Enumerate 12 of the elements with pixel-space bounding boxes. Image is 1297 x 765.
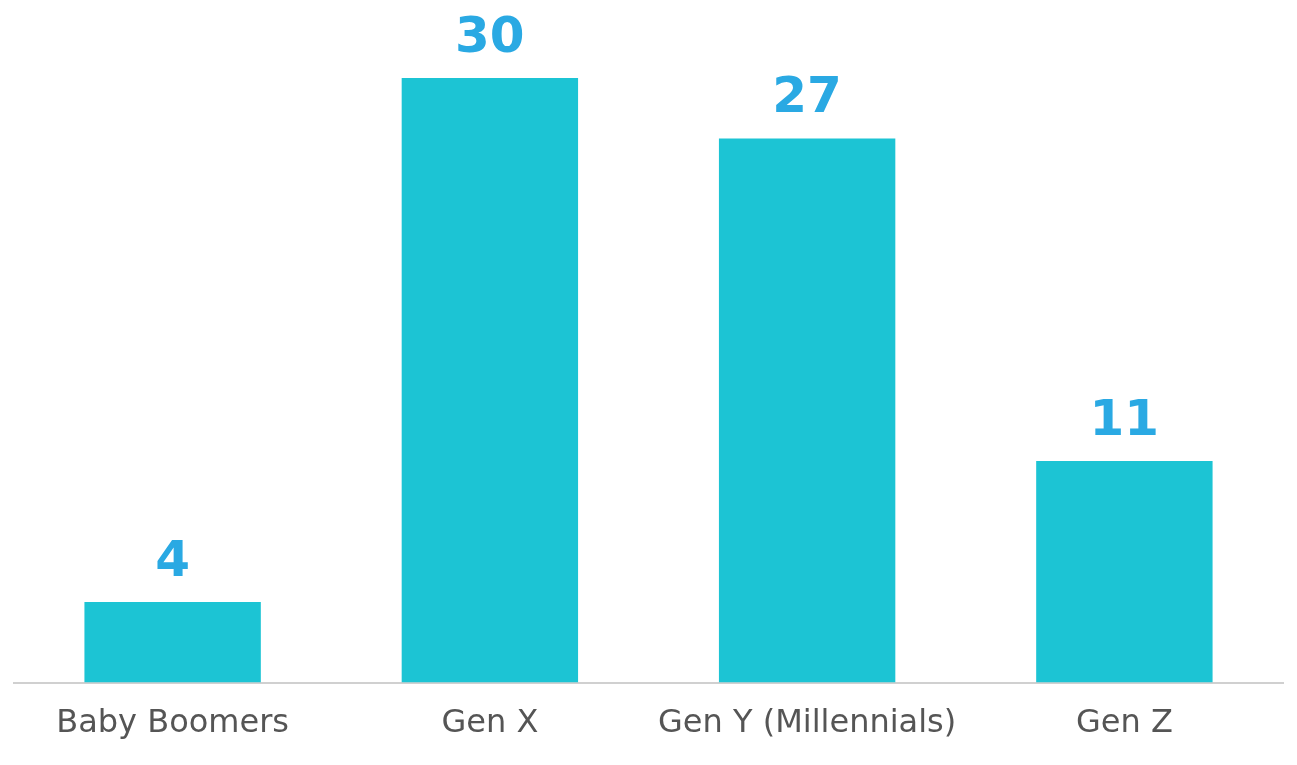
bar <box>718 138 896 683</box>
bar <box>84 601 261 683</box>
data-label: 30 <box>455 5 525 64</box>
bar <box>401 78 579 683</box>
x-tick-label: Gen Y (Millennials) <box>658 702 957 741</box>
data-label: 4 <box>155 529 191 588</box>
x-tick-label: Baby Boomers <box>56 702 290 741</box>
x-tick-label: Gen X <box>441 702 539 741</box>
data-label: 27 <box>772 66 842 125</box>
bar <box>1036 460 1213 683</box>
x-tick-label: Gen Z <box>1075 702 1173 741</box>
data-label: 11 <box>1089 388 1160 447</box>
